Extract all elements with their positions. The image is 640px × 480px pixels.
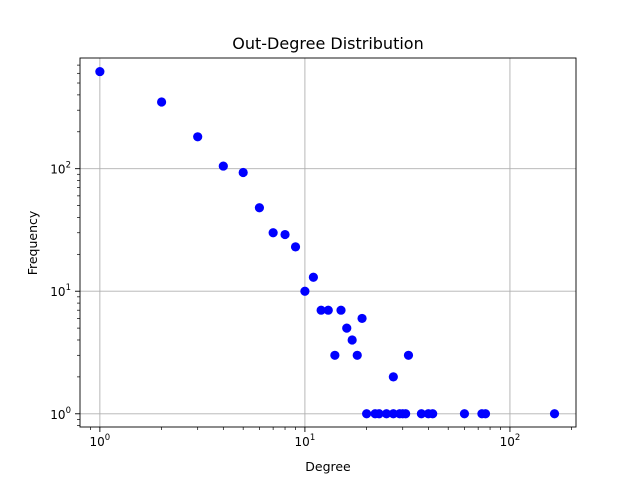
data-point [388, 409, 398, 419]
y-tick-label: 102 [50, 161, 71, 177]
grid [80, 58, 576, 427]
data-point [330, 350, 340, 360]
data-point [323, 305, 333, 315]
data-point [388, 372, 398, 382]
data-point [401, 409, 411, 419]
x-tick-label: 101 [295, 433, 316, 449]
data-point [218, 161, 228, 171]
data-point [347, 335, 357, 345]
y-tick-label: 101 [50, 283, 71, 299]
data-point [549, 409, 560, 419]
scatter-series [95, 66, 560, 419]
plot-area [80, 58, 576, 427]
data-point [336, 305, 346, 315]
data-point [374, 409, 384, 419]
data-point [300, 286, 310, 296]
data-point [238, 167, 248, 178]
data-point [381, 409, 392, 419]
x-axis-ticks: 100 101 102 [90, 427, 573, 449]
y-axis-label: Frequency [25, 210, 40, 275]
data-point [428, 409, 438, 419]
data-point [95, 66, 105, 77]
x-tick-label: 100 [90, 433, 111, 449]
data-point [416, 409, 427, 419]
data-point [403, 350, 414, 360]
data-point [352, 350, 362, 360]
data-point [290, 242, 301, 252]
data-point [308, 272, 318, 282]
data-point [459, 409, 470, 419]
data-point [362, 409, 372, 419]
data-point [268, 228, 278, 238]
data-point [280, 229, 290, 240]
data-point [357, 313, 367, 324]
chart-title: Out-Degree Distribution [232, 34, 423, 53]
y-axis-ticks: 100 101 102 [50, 64, 80, 427]
data-point [156, 97, 167, 107]
axes-frame [79, 57, 577, 428]
x-tick-label: 102 [500, 433, 521, 449]
data-point [480, 409, 491, 419]
data-point [193, 132, 203, 142]
data-point [342, 323, 352, 333]
x-axis-label: Degree [305, 459, 351, 474]
data-point [316, 305, 326, 315]
data-point [254, 203, 265, 213]
y-tick-label: 100 [50, 406, 71, 422]
